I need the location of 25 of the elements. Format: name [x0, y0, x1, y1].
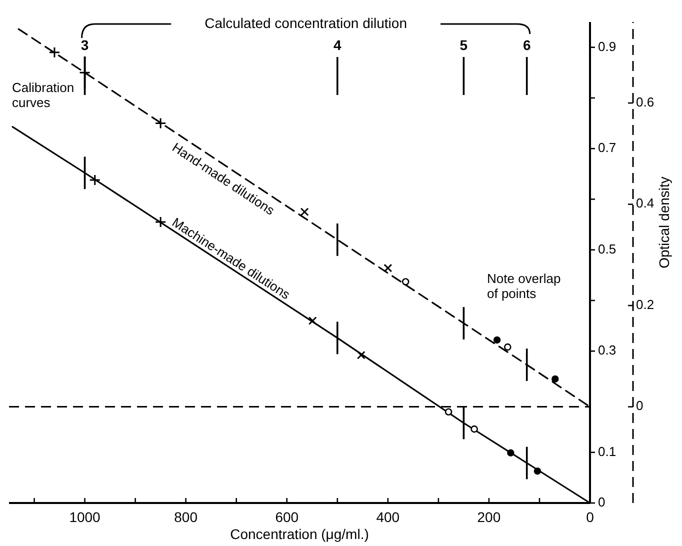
x-axis-title: Concentration (μg/ml.): [230, 526, 369, 542]
y-tick-label: 0.1: [598, 444, 616, 459]
y-tick-label: 0.7: [598, 140, 616, 156]
annotation: 3: [80, 37, 89, 53]
annotation: 5: [460, 37, 468, 53]
y2-axis-title: Optical density: [656, 176, 672, 268]
annotation: Calibration curves: [12, 80, 74, 110]
annotation: Note overlap of points: [487, 271, 561, 301]
x-tick-label: 200: [477, 509, 501, 525]
x-tick-label: 0: [586, 509, 594, 525]
y2-tick-label: 0.4: [636, 196, 654, 211]
x-tick-label: 800: [174, 509, 198, 525]
x-tick-label: 600: [275, 509, 299, 525]
x-tick-label: 1000: [69, 509, 101, 525]
y-tick-label: 0.9: [598, 38, 616, 54]
annotation: 4: [333, 37, 342, 53]
y-tick-label: 0.3: [598, 342, 616, 358]
y2-tick-label: 0.2: [636, 296, 654, 312]
y-tick-label: 0: [598, 494, 606, 510]
annotation: Calculated concentration dilution: [204, 15, 407, 31]
annotation: 6: [522, 37, 531, 53]
y2-tick-label: 0.6: [636, 94, 654, 110]
y-tick-label: 0.5: [598, 241, 616, 256]
x-tick-label: 400: [376, 509, 400, 525]
y2-tick-label: 0: [636, 398, 644, 414]
